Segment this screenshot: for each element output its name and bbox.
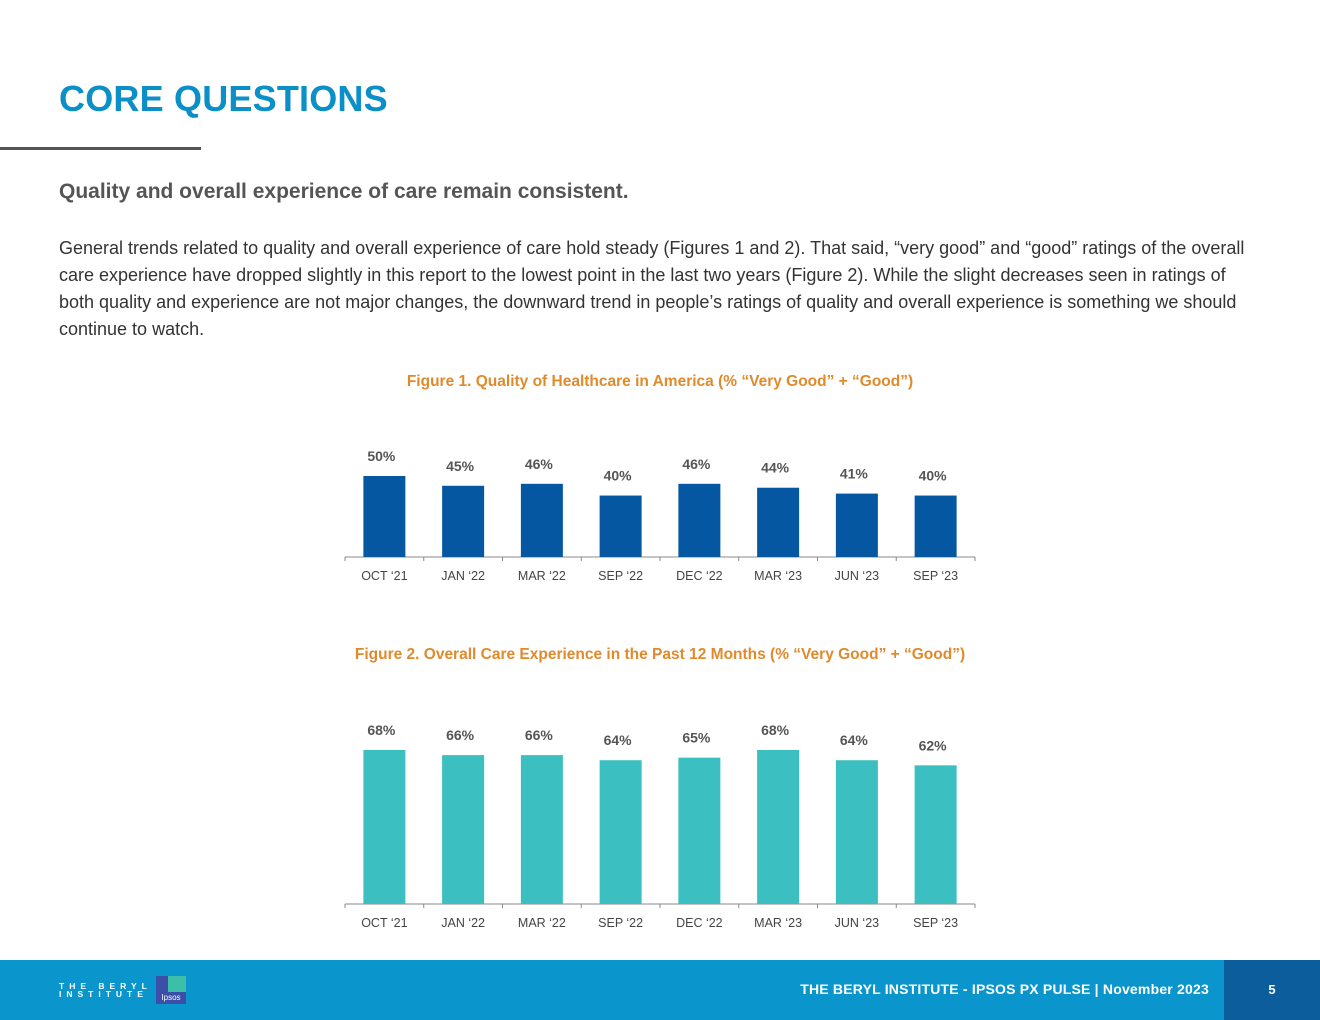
page-title: CORE QUESTIONS [59,78,388,119]
bar [520,755,563,904]
tick-label: MAR ‘22 [518,569,566,583]
data-label: 46% [682,456,711,472]
bar [678,483,721,557]
ipsos-logo-icon: Ipsos [156,976,186,1004]
tick-label: OCT ‘21 [361,916,407,930]
tick-label: SEP ‘23 [913,569,958,583]
data-label: 64% [604,732,633,748]
bar [914,765,957,904]
tick-label: JUN ‘23 [835,916,880,930]
bar [599,760,642,904]
data-label: 66% [446,727,475,743]
tick-label: MAR ‘23 [754,569,802,583]
tick-label: MAR ‘23 [754,916,802,930]
bar [599,495,642,557]
figure-2-title: Figure 2. Overall Care Experience in the… [354,646,966,663]
bar [757,750,800,904]
tick-label: DEC ‘22 [676,569,723,583]
bar [757,487,800,557]
data-label: 64% [840,732,869,748]
tick-label: JAN ‘22 [441,569,485,583]
tick-label: MAR ‘22 [518,916,566,930]
tick-label: OCT ‘21 [361,569,407,583]
title-underline-divider [0,147,201,150]
footer-report-title: THE BERYL INSTITUTE - IPSOS PX PULSE | N… [800,981,1209,997]
tick-label: SEP ‘23 [913,916,958,930]
data-label: 68% [367,722,396,738]
section-subtitle: Quality and overall experience of care r… [59,180,629,203]
tick-label: JUN ‘23 [835,569,880,583]
footer-bar: THE BERYL INSTITUTE Ipsos THE BERYL INSTI… [0,960,1320,1020]
data-label: 50% [367,448,396,464]
data-label: 62% [919,737,948,753]
tick-label: DEC ‘22 [676,916,723,930]
tick-label: JAN ‘22 [441,916,485,930]
data-label: 46% [525,456,554,472]
beryl-institute-logo: THE BERYL INSTITUTE [59,981,152,999]
bar [363,750,406,904]
bar [442,755,485,904]
bar [835,760,878,904]
data-label: 44% [761,460,790,476]
data-label: 65% [682,730,711,746]
data-label: 68% [761,722,790,738]
figure-1-chart: 50% OCT ‘21 45% JAN ‘22 46% MAR ‘22 40% SEP ‘22… [0,440,1320,590]
figure-1-title: Figure 1. Quality of Healthcare in Ameri… [406,373,914,390]
figure-2-chart: 68% OCT ‘21 66% JAN ‘22 66% MAR ‘22 64% SEP ‘22… [0,715,1320,937]
data-label: 45% [446,458,475,474]
page-number: 5 [1224,960,1320,1020]
tick-label: SEP ‘22 [598,916,643,930]
data-label: 66% [525,727,554,743]
data-label: 40% [919,468,948,484]
bar [914,495,957,557]
bar [520,483,563,557]
svg-text:Ipsos: Ipsos [161,993,180,1002]
bar [835,493,878,557]
tick-label: SEP ‘22 [598,569,643,583]
data-label: 41% [840,466,869,482]
bar [678,757,721,904]
figure-2-svg: 68% OCT ‘21 66% JAN ‘22 66% MAR ‘22 64% SEP ‘22… [344,722,976,930]
figure-1-svg: 50% OCT ‘21 45% JAN ‘22 46% MAR ‘22 40% SEP ‘22… [344,448,976,583]
bar [442,485,485,557]
data-label: 40% [604,468,633,484]
body-paragraph: General trends related to quality and ov… [59,238,1245,339]
bar [363,476,406,557]
